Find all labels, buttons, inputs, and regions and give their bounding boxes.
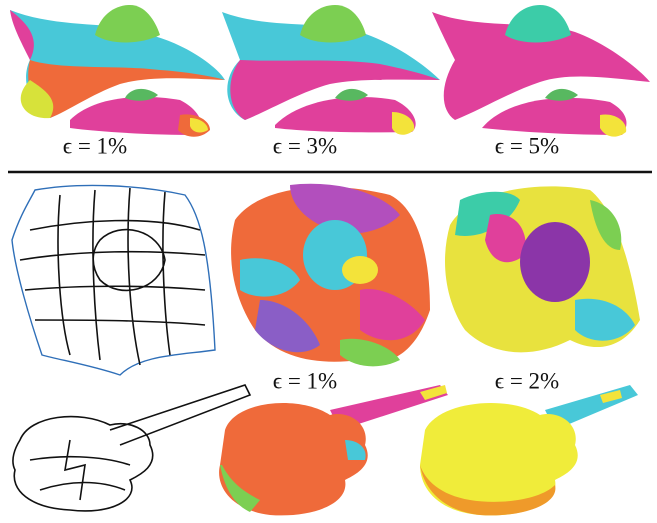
label: ϵ = 5% — [495, 133, 559, 158]
guitar-2 — [420, 385, 638, 516]
ship-2 — [222, 5, 440, 135]
blob-2 — [445, 186, 640, 353]
ship-1 — [10, 5, 226, 137]
label: ϵ = 2% — [495, 368, 559, 393]
label: ϵ = 1% — [273, 368, 337, 393]
sketch-2 — [12, 384, 252, 512]
sketch-1 — [11, 184, 216, 376]
label: ϵ = 1% — [63, 133, 127, 158]
blob-1 — [231, 183, 430, 367]
guitar-1 — [219, 385, 448, 516]
label: ϵ = 3% — [273, 133, 337, 158]
ship-3 — [432, 5, 650, 137]
